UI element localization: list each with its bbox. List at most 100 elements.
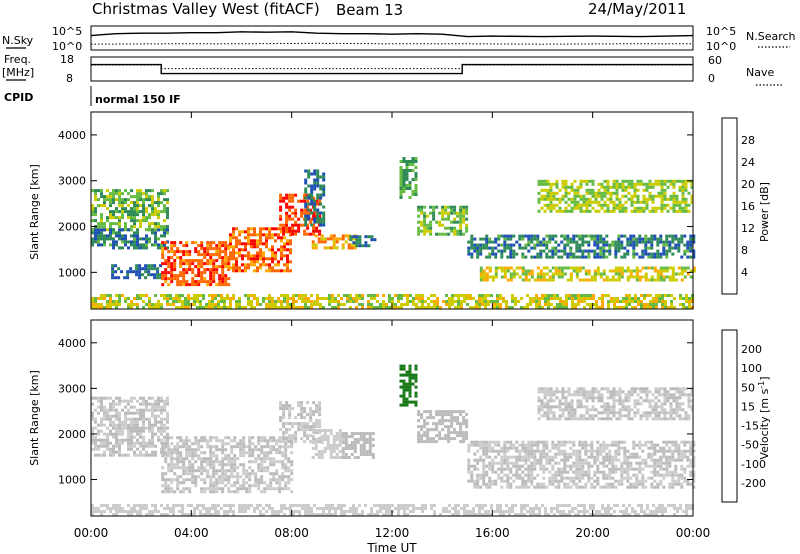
power-cell [548,269,552,273]
velocity-cell [347,456,351,459]
power-cell [154,213,157,217]
velocity-cell [494,455,498,459]
velocity-cell [417,410,421,414]
velocity-cell [112,423,115,427]
velocity-cell [312,425,316,429]
power-cell [289,306,292,309]
velocity-cell [221,460,225,464]
power-cell [567,185,571,189]
power-cell [520,306,523,309]
power-cell [323,237,327,241]
power-cell [587,240,591,244]
power-cell [590,275,594,279]
velocity-cell [167,484,171,488]
velocity-cell [188,460,192,464]
velocity-cell [551,479,555,483]
power-cell [154,240,157,244]
velocity-cell [641,458,645,462]
power-cell [238,266,241,270]
power-cell [643,297,646,300]
velocity-cell [491,440,495,444]
power-cell [581,278,585,282]
power-cell [626,243,630,247]
power-cell [133,207,136,211]
velocity-cell [148,420,151,424]
velocity-cell [362,447,366,450]
power-cell [280,248,283,252]
velocity-cell [151,414,154,418]
power-cell [349,294,352,297]
power-cell [601,300,604,303]
power-cell [459,229,463,233]
velocity-cell [224,463,228,467]
power-cell [521,269,525,273]
power-cell [145,234,148,238]
power-cell [578,234,582,238]
power-cell [172,303,175,306]
power-cell [555,182,559,186]
velocity-cell [426,428,430,432]
velocity-cell [545,452,549,456]
power-cell [154,225,157,229]
power-cell [465,205,469,209]
power-cell [584,240,588,244]
power-cell [316,196,320,200]
velocity-cell [599,461,603,465]
power-cell [373,297,376,300]
power-cell [564,194,568,198]
power-cell [286,294,289,297]
power-cell [666,197,670,201]
power-cell [615,206,619,210]
velocity-cell [254,448,258,452]
power-cell [253,254,256,258]
power-cell [144,267,148,271]
velocity-cell [176,451,180,455]
power-cell [632,246,636,250]
power-cell [115,210,118,214]
velocity-cell [557,452,561,456]
power-cell [139,198,142,202]
power-cell [124,234,127,238]
power-cell [282,226,286,230]
power-cell [588,179,592,183]
power-cell [692,269,696,273]
power-cell [527,243,531,247]
power-cell [675,179,679,183]
velocity-cell [176,466,180,470]
velocity-cell [142,420,145,424]
power-cell [678,200,682,204]
velocity-cell [332,456,336,459]
velocity-cell [608,482,612,486]
velocity-cell [260,460,264,464]
power-cell [304,187,308,191]
velocity-cell [130,447,133,451]
velocity-cell [160,429,163,433]
power-cell [624,209,628,213]
power-cell [145,192,148,196]
power-cell [630,179,634,183]
velocity-cell [653,458,657,462]
power-cell [453,229,457,233]
power-cell [347,234,351,238]
velocity-cell [435,410,439,414]
power-cell [424,300,427,303]
power-cell [179,259,183,263]
power-cell [589,294,592,297]
power-cell [160,234,163,238]
power-cell [656,243,660,247]
power-cell [529,300,532,303]
velocity-cell [245,469,249,473]
velocity-cell [282,431,286,435]
velocity-cell [581,476,585,480]
velocity-cell [368,450,372,453]
power-cell [579,197,583,201]
velocity-cell [512,479,516,483]
velocity-cell [315,419,319,423]
power-cell [571,306,574,309]
power-cell [218,277,222,281]
power-cell [683,252,687,256]
velocity-cell [239,451,243,455]
power-cell [460,303,463,306]
velocity-cell [462,440,466,444]
velocity-cell [500,470,504,474]
